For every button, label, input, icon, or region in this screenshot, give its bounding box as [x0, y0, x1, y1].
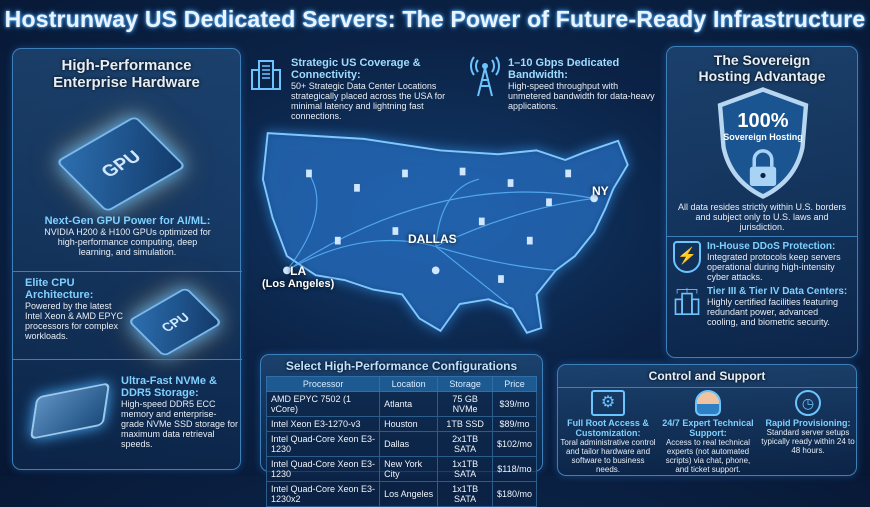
support-247-text: Access to real technical experts (not au… [665, 438, 751, 474]
city-label-la-name: LA [290, 264, 307, 278]
city-label-la-sub: (Los Angeles) [262, 278, 335, 290]
table-cell: 1x1TB SATA [437, 456, 493, 482]
table-cell: Houston [379, 416, 439, 432]
col-processor: Processor [265, 376, 381, 392]
support-item-root: ⚙ Full Root Access & Customization: Tora… [558, 390, 658, 474]
tier-feature: Tier III & Tier IV Data Centers: Highly … [667, 286, 857, 327]
configs-title: Select High-Performance Configurations [285, 359, 518, 373]
la-node [283, 266, 291, 275]
support-root-text: Toral administrative control and tailor … [560, 438, 656, 474]
table-cell: Dallas [379, 431, 439, 457]
table-cell: Intel Quad-Core Xeon E3-1230x2 [265, 481, 381, 507]
tier-title: Tier III & Tier IV Data Centers: [707, 286, 848, 297]
sovereign-panel: The Sovereign Hosting Advantage 100% Sov… [666, 46, 858, 358]
table-cell: 75 GB NVMe [437, 391, 493, 417]
city-label-la: LA (Los Angeles) [262, 264, 334, 290]
support-provisioning-title: Rapid Provisioning: [765, 418, 851, 428]
storage-text: High-speed DDR5 ECC memory and enterpris… [121, 399, 239, 449]
gpu-chip-label: GPU [96, 146, 145, 181]
col-storage: Storage [437, 376, 493, 392]
ny-node [590, 194, 598, 203]
table-cell: 1TB SSD [437, 416, 493, 432]
ddos-feature: ⚡ In-House DDoS Protection: Integrated p… [667, 241, 857, 282]
ssd-drive-icon [29, 382, 111, 440]
table-cell: Atlanta [379, 391, 439, 417]
headset-agent-icon [695, 390, 721, 416]
support-panel: Control and Support ⚙ Full Root Access &… [557, 364, 858, 476]
table-row: Intel Quad-Core Xeon E3-1230 New York Cit… [265, 456, 538, 482]
support-title: Control and Support [648, 369, 766, 383]
divider [13, 271, 242, 272]
tier-text: Highly certified facilities featuring re… [707, 297, 839, 327]
data-center-icon [674, 287, 700, 315]
storage-title: Ultra-Fast NVMe & DDR5 Storage: [121, 375, 217, 399]
cpu-chip-icon: CPU [127, 286, 223, 358]
dallas-node [431, 266, 440, 275]
configs-panel: Select High-Performance Configurations P… [260, 354, 543, 507]
sovereign-badge-value: 100% [737, 110, 789, 132]
table-cell: $180/mo [491, 481, 538, 507]
city-label-dallas: DALLAS [408, 232, 457, 246]
gear-wrench-window-icon: ⚙ [591, 390, 625, 416]
table-row: Intel Quad-Core Xeon E3-1230x2 Los Angele… [265, 481, 538, 507]
coverage-icon [250, 58, 282, 90]
shield-lock-icon [717, 87, 809, 199]
table-cell: $39/mo [491, 391, 538, 417]
gpu-text: NVIDIA H200 & H100 GPUs optimized for hi… [44, 227, 211, 257]
table-cell: $89/mo [491, 416, 538, 432]
table-cell: Intel Quad-Core Xeon E3-1230 [265, 456, 381, 482]
divider [13, 359, 242, 360]
sovereign-badge-label: Sovereign Hosting [723, 132, 803, 142]
antenna-tower-icon [468, 56, 502, 98]
table-row: Intel Quad-Core Xeon E3-1230 Dallas 2x1TB … [265, 431, 538, 457]
sovereign-heading-2: Hosting Advantage [698, 68, 826, 84]
table-row: Intel Xeon E3-1270-v3 Houston 1TB SSD $89/m… [265, 416, 538, 432]
table-cell: Los Angeles [379, 481, 439, 507]
us-network-map [261, 132, 629, 334]
shield-lightning-icon: ⚡ [673, 241, 701, 273]
ddos-title: In-House DDoS Protection: [707, 241, 836, 252]
coverage-title: Strategic US Coverage & Connectivity: [291, 57, 421, 81]
bandwidth-title: 1–10 Gbps Dedicated Bandwidth: [508, 57, 620, 81]
gpu-title: Next-Gen GPU Power for AI/ML: [44, 215, 211, 227]
hardware-panel: High-Performance Enterprise Hardware GPU… [12, 48, 242, 470]
table-cell: New York City [379, 456, 439, 482]
table-cell: $118/mo [491, 456, 538, 482]
cpu-chip-label: CPU [157, 309, 193, 335]
fast-clock-icon: ◷ [795, 390, 821, 416]
us-map-outline [261, 132, 629, 334]
col-location: Location [379, 376, 439, 392]
sovereign-heading-1: The Sovereign [713, 52, 811, 68]
hardware-heading-2: Enterprise Hardware [53, 74, 200, 91]
support-item-247: 24/7 Expert Technical Support: Access to… [658, 390, 758, 474]
city-label-ny: NY [592, 184, 609, 198]
table-cell: $102/mo [491, 431, 538, 457]
cpu-text: Powered by the latest Intel Xeon & AMD E… [25, 301, 124, 341]
configs-table: Processor Location Storage Price AMD EPY… [265, 376, 538, 507]
support-root-title: Full Root Access & Customization: [567, 418, 649, 438]
ddos-text: Integrated protocols keep servers operat… [707, 252, 841, 282]
table-cell: 1x1TB SATA [437, 481, 493, 507]
sovereign-text: All data resides strictly within U.S. bo… [677, 202, 847, 232]
support-provisioning-text: Standard server setups typically ready w… [761, 428, 855, 455]
table-cell: Intel Quad-Core Xeon E3-1230 [265, 431, 381, 457]
table-cell: 2x1TB SATA [437, 431, 493, 457]
bandwidth-text: High-speed throughput with unmetered ban… [508, 81, 655, 111]
page-title: Hostrunway US Dedicated Servers: The Pow… [4, 6, 866, 32]
cpu-title: Elite CPU Architecture: [25, 277, 94, 301]
support-item-provisioning: ◷ Rapid Provisioning: Standard server se… [758, 390, 858, 474]
table-cell: AMD EPYC 7502 (1 vCore) [265, 391, 381, 417]
divider [558, 387, 858, 388]
table-cell: Intel Xeon E3-1270-v3 [265, 416, 381, 432]
hardware-heading-1: High-Performance [61, 57, 192, 74]
divider [667, 236, 857, 237]
col-price: Price [491, 376, 538, 392]
gpu-chip-icon: GPU [55, 115, 187, 213]
support-247-title: 24/7 Expert Technical Support: [662, 418, 754, 438]
coverage-text: 50+ Strategic Data Center Locations stra… [291, 81, 446, 121]
table-row: AMD EPYC 7502 (1 vCore) Atlanta 75 GB NVMe… [265, 391, 538, 417]
